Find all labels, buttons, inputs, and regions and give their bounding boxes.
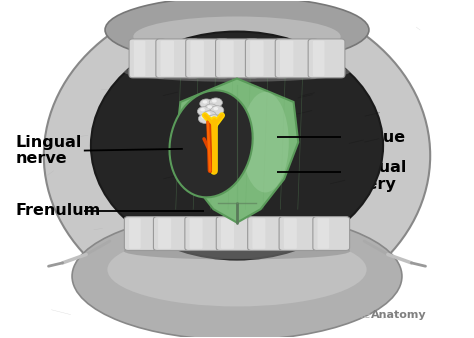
FancyBboxPatch shape bbox=[220, 41, 234, 76]
FancyBboxPatch shape bbox=[318, 218, 329, 249]
Circle shape bbox=[208, 115, 221, 124]
Circle shape bbox=[206, 112, 210, 115]
FancyBboxPatch shape bbox=[279, 217, 320, 250]
FancyBboxPatch shape bbox=[250, 41, 264, 76]
FancyBboxPatch shape bbox=[216, 217, 258, 250]
FancyBboxPatch shape bbox=[129, 218, 141, 249]
FancyBboxPatch shape bbox=[221, 218, 234, 249]
FancyBboxPatch shape bbox=[284, 218, 297, 249]
Circle shape bbox=[209, 98, 222, 107]
Ellipse shape bbox=[170, 90, 253, 197]
Circle shape bbox=[202, 100, 207, 104]
FancyBboxPatch shape bbox=[186, 39, 228, 78]
FancyBboxPatch shape bbox=[124, 217, 161, 250]
FancyBboxPatch shape bbox=[313, 41, 325, 76]
Ellipse shape bbox=[105, 0, 369, 64]
FancyBboxPatch shape bbox=[308, 39, 345, 78]
FancyBboxPatch shape bbox=[275, 39, 318, 78]
FancyBboxPatch shape bbox=[190, 218, 202, 249]
Ellipse shape bbox=[124, 243, 350, 260]
Polygon shape bbox=[176, 78, 298, 223]
Circle shape bbox=[200, 99, 213, 108]
Ellipse shape bbox=[108, 233, 366, 307]
FancyBboxPatch shape bbox=[134, 41, 146, 76]
FancyBboxPatch shape bbox=[191, 41, 204, 76]
Text: Lingual
artery: Lingual artery bbox=[341, 160, 407, 192]
Ellipse shape bbox=[44, 0, 430, 316]
FancyBboxPatch shape bbox=[280, 41, 293, 76]
Circle shape bbox=[207, 105, 212, 108]
Text: Lingual
nerve: Lingual nerve bbox=[16, 135, 82, 166]
Circle shape bbox=[210, 106, 224, 115]
FancyBboxPatch shape bbox=[154, 217, 195, 250]
FancyBboxPatch shape bbox=[185, 217, 226, 250]
FancyBboxPatch shape bbox=[158, 218, 171, 249]
FancyBboxPatch shape bbox=[156, 39, 199, 78]
Circle shape bbox=[200, 108, 205, 111]
FancyBboxPatch shape bbox=[246, 39, 288, 78]
Circle shape bbox=[203, 111, 216, 120]
Circle shape bbox=[201, 115, 206, 119]
FancyBboxPatch shape bbox=[129, 39, 166, 78]
Circle shape bbox=[197, 107, 210, 116]
Ellipse shape bbox=[124, 62, 350, 82]
FancyBboxPatch shape bbox=[161, 41, 174, 76]
Circle shape bbox=[204, 104, 218, 113]
Circle shape bbox=[213, 107, 218, 110]
Ellipse shape bbox=[242, 92, 289, 192]
Circle shape bbox=[212, 99, 217, 103]
Text: ©: © bbox=[299, 307, 311, 320]
Text: TeachMe: TeachMe bbox=[322, 310, 370, 320]
FancyBboxPatch shape bbox=[252, 218, 265, 249]
Text: Frenulum: Frenulum bbox=[16, 203, 101, 218]
Ellipse shape bbox=[133, 17, 341, 57]
Ellipse shape bbox=[91, 31, 383, 260]
Circle shape bbox=[198, 114, 211, 123]
FancyBboxPatch shape bbox=[248, 217, 289, 250]
Text: Anatomy: Anatomy bbox=[371, 310, 427, 320]
FancyBboxPatch shape bbox=[313, 217, 350, 250]
Ellipse shape bbox=[72, 213, 402, 338]
FancyBboxPatch shape bbox=[216, 39, 258, 78]
Text: Tongue: Tongue bbox=[341, 130, 406, 145]
Circle shape bbox=[210, 116, 215, 119]
